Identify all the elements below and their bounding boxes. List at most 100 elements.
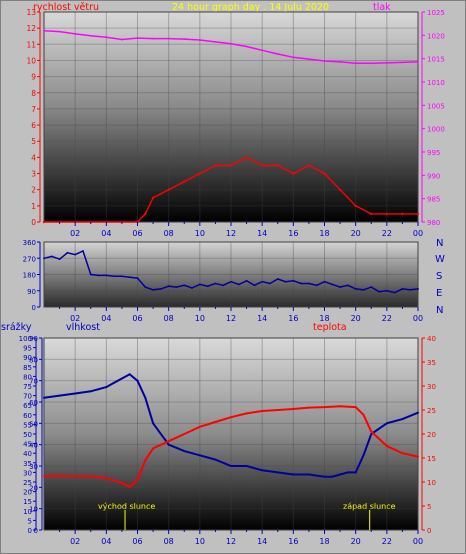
x-tick-label: 10 bbox=[195, 229, 205, 238]
y-tick-label: 55 bbox=[23, 421, 32, 429]
wind-direction-point bbox=[276, 278, 279, 280]
humidity-point bbox=[346, 471, 349, 474]
humidity-point bbox=[354, 471, 357, 474]
wind-direction-point bbox=[191, 287, 193, 289]
wind-speed-point bbox=[385, 212, 389, 216]
y-tick-label: 90 bbox=[27, 288, 36, 296]
x-tick-label: 14 bbox=[257, 537, 267, 546]
y-tick-label: 4 bbox=[31, 153, 36, 162]
temperature-point bbox=[89, 475, 92, 478]
humidity-point bbox=[120, 377, 123, 380]
y-tick-label: 10 bbox=[26, 56, 36, 65]
x-tick-label: 14 bbox=[257, 314, 267, 323]
y-tick-label: 65 bbox=[23, 402, 32, 410]
wind-direction-point bbox=[323, 280, 326, 283]
compass-label: W bbox=[435, 254, 445, 265]
y-tick-label: 10 bbox=[29, 506, 38, 514]
pressure-point bbox=[183, 38, 186, 40]
x-tick-label: 16 bbox=[288, 314, 298, 323]
x-tick-label: 08 bbox=[164, 229, 174, 238]
pressure-point bbox=[354, 62, 357, 65]
x-tick-label: 12 bbox=[226, 537, 236, 546]
y-tick-label: 1010 bbox=[427, 79, 445, 87]
temperature-line bbox=[43, 405, 419, 488]
humidity-label: vlhkost bbox=[66, 322, 100, 333]
humidity-point bbox=[417, 411, 419, 414]
wind-direction-point bbox=[339, 286, 341, 289]
y-tick-label: 30 bbox=[427, 383, 436, 391]
y-tick-label: 60 bbox=[23, 412, 32, 420]
wind-direction-point bbox=[74, 253, 77, 256]
wind-speed-point bbox=[338, 188, 342, 191]
humidity-point bbox=[331, 475, 334, 478]
temperature-point bbox=[307, 406, 310, 409]
wind-direction-point bbox=[378, 290, 380, 293]
wind-direction-point bbox=[128, 276, 131, 279]
pressure-point bbox=[261, 49, 264, 52]
wind-direction-point bbox=[105, 274, 108, 277]
x-tick-label: 18 bbox=[319, 314, 329, 323]
humidity-point bbox=[245, 465, 248, 467]
precipitation-label: srážky bbox=[1, 322, 32, 333]
temperature-point bbox=[339, 405, 342, 408]
x-tick-label: 02 bbox=[70, 229, 80, 238]
wind-direction-point bbox=[346, 284, 349, 287]
y-tick-label: 360 bbox=[23, 239, 36, 247]
wind-direction-point bbox=[237, 283, 240, 286]
pressure-point bbox=[292, 56, 295, 59]
wind-speed-point bbox=[292, 172, 295, 175]
y-tick-label: 20 bbox=[23, 489, 32, 497]
wind-direction-point bbox=[300, 282, 303, 285]
pressure-point bbox=[245, 45, 248, 48]
y-tick-label: 9 bbox=[31, 73, 36, 82]
y-tick-label: 0 bbox=[427, 527, 431, 535]
temperature-point bbox=[214, 421, 217, 423]
humidity-point bbox=[183, 450, 186, 453]
wind-direction-point bbox=[175, 286, 178, 289]
y-tick-label: 75 bbox=[23, 383, 32, 391]
wind-direction-point bbox=[167, 285, 170, 288]
wind-direction-point bbox=[269, 282, 271, 285]
wind-direction-point bbox=[159, 288, 162, 290]
pressure-point bbox=[105, 36, 108, 39]
y-tick-label: 270 bbox=[23, 255, 36, 263]
wind-direction-point bbox=[144, 286, 147, 289]
wind-direction-point bbox=[183, 284, 186, 287]
x-tick-label: 06 bbox=[132, 537, 142, 546]
wind-speed-point bbox=[144, 212, 147, 216]
humidity-point bbox=[105, 386, 108, 389]
temperature-point bbox=[136, 478, 139, 481]
humidity-point bbox=[89, 390, 92, 393]
y-tick-label: 980 bbox=[427, 219, 440, 227]
wind-speed-point bbox=[151, 196, 155, 199]
wind-direction-point bbox=[261, 280, 264, 283]
y-tick-label: 5 bbox=[28, 517, 32, 525]
humidity-point bbox=[74, 392, 77, 395]
humidity-point bbox=[339, 473, 342, 476]
wind-direction-point bbox=[206, 285, 209, 288]
x-tick-label: 00 bbox=[413, 314, 423, 323]
wind-direction-point bbox=[362, 288, 365, 291]
y-tick-label: 6 bbox=[31, 121, 36, 130]
x-tick-label: 18 bbox=[319, 229, 329, 238]
pressure-point bbox=[121, 38, 123, 41]
bottom-labels: srážky vlhkost teplota východ slunce záp… bbox=[1, 322, 396, 511]
x-tick-label: 00 bbox=[413, 537, 423, 546]
temperature-point bbox=[385, 445, 388, 447]
x-tick-label: 00 bbox=[413, 229, 423, 238]
temperature-point bbox=[144, 459, 147, 462]
temperature-point bbox=[183, 433, 186, 435]
temperature-point bbox=[167, 440, 170, 443]
wind-speed-point bbox=[323, 172, 326, 175]
temperature-point bbox=[43, 475, 45, 478]
wind-direction-point bbox=[385, 289, 388, 292]
pressure-point bbox=[385, 61, 388, 64]
y-tick-label: 8 bbox=[31, 89, 36, 98]
temperature-point bbox=[105, 477, 108, 480]
wind-speed-point bbox=[229, 164, 233, 167]
y-tick-label: 10 bbox=[23, 508, 32, 516]
temperature-point bbox=[370, 430, 373, 433]
x-tick-label: 04 bbox=[101, 314, 111, 323]
wind-direction-point bbox=[253, 284, 256, 287]
x-tick-label: 04 bbox=[101, 537, 111, 546]
